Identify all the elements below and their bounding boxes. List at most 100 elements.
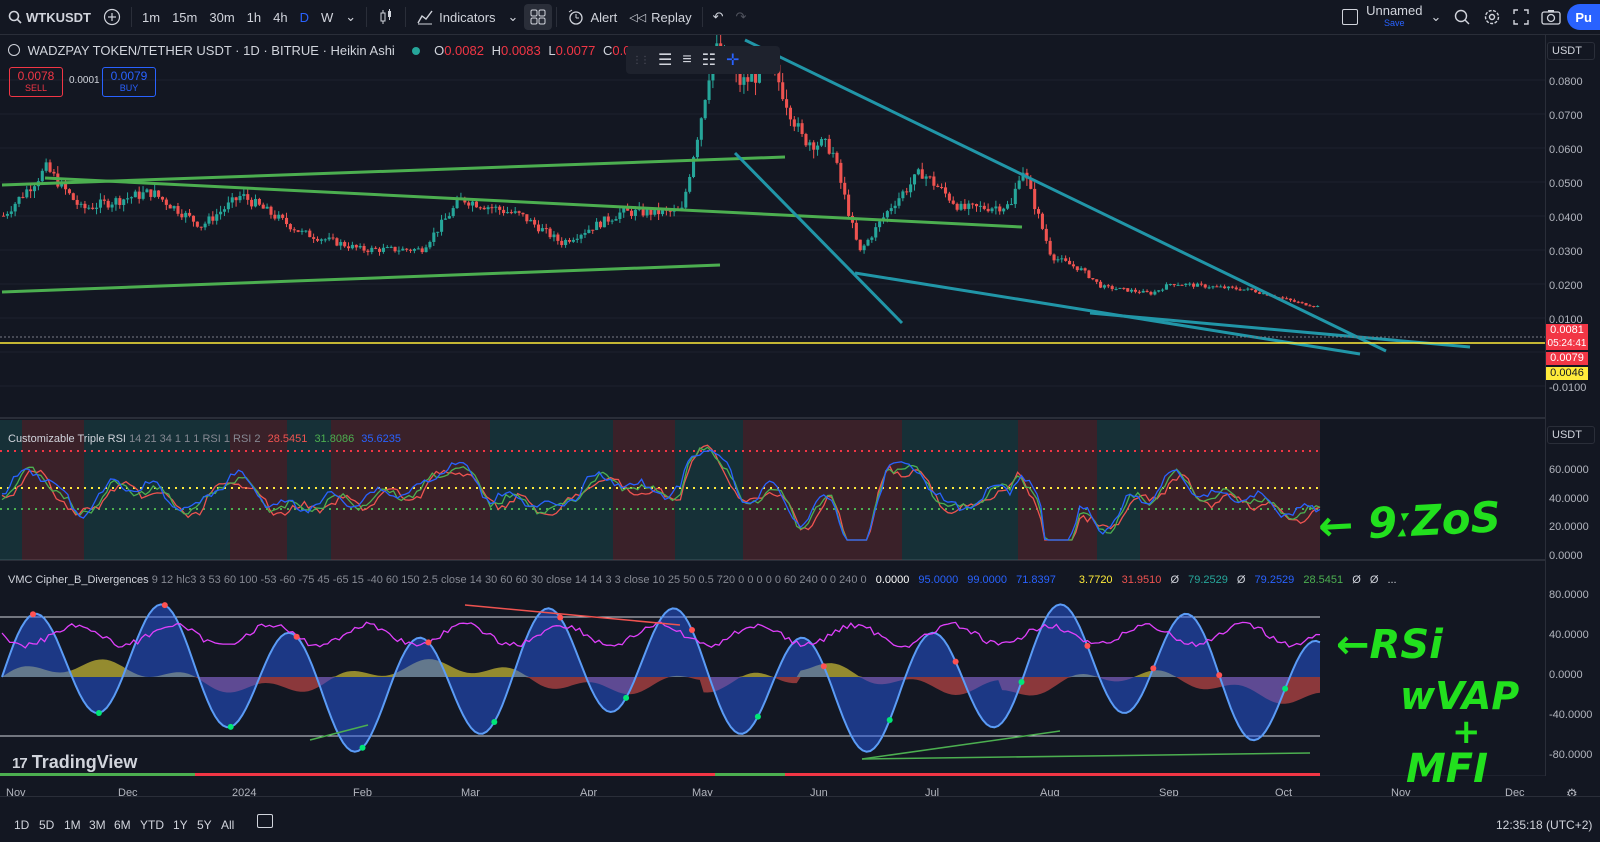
candle-body: [1130, 289, 1134, 292]
chart-canvas[interactable]: [0, 35, 1600, 776]
candle-body: [319, 239, 323, 241]
candle-body: [502, 209, 506, 214]
candle-body: [199, 226, 203, 228]
interval-1h[interactable]: 1h: [246, 9, 262, 25]
indicators-button[interactable]: Indicators: [410, 0, 501, 34]
alert-button[interactable]: Alert: [561, 0, 623, 34]
handwritten-note-vmc: wVAP: [1400, 674, 1520, 718]
rsi-background-band: [1118, 420, 1140, 560]
layout-button[interactable]: Unnamed Save ⌄: [1336, 0, 1447, 34]
redo-button[interactable]: ↷: [729, 0, 752, 34]
vmc-cross-dot: [1216, 672, 1223, 679]
candle-body: [688, 176, 692, 192]
buy-button[interactable]: 0.0079 BUY: [102, 67, 156, 97]
candle-body: [1099, 281, 1103, 288]
price-unit-button[interactable]: USDT: [1547, 42, 1595, 60]
crosshair-icon[interactable]: ✛: [726, 52, 740, 69]
price-label: 0.0100: [1549, 314, 1583, 326]
range-3m[interactable]: 3M: [89, 818, 106, 832]
candle-body: [265, 206, 269, 209]
interval-dropdown[interactable]: ⌄: [339, 0, 362, 34]
candle-body: [315, 238, 320, 241]
chart-menu-icon[interactable]: [8, 44, 20, 56]
chart-type-button[interactable]: [371, 0, 401, 34]
range-all[interactable]: All: [221, 818, 235, 832]
range-6m[interactable]: 6M: [114, 818, 131, 832]
rsi-unit-button[interactable]: USDT: [1547, 426, 1595, 444]
candle-body: [967, 203, 971, 209]
candle-body: [649, 209, 653, 215]
candle-body: [564, 239, 568, 246]
replay-button[interactable]: ◁◁ Replay: [623, 0, 697, 34]
vmc-value: ...: [1387, 574, 1397, 586]
interval-w[interactable]: W: [320, 9, 334, 25]
candle-body: [901, 191, 905, 199]
symbol-search[interactable]: WTKUSDT: [0, 0, 97, 34]
quick-search-button[interactable]: [1447, 0, 1477, 34]
compare-button[interactable]: [97, 0, 127, 34]
interval-30m[interactable]: 30m: [209, 9, 235, 25]
templates-button[interactable]: [524, 4, 553, 30]
rsi-axis-label: 60.0000: [1549, 464, 1589, 476]
candle-body: [808, 142, 812, 146]
range-1m[interactable]: 1M: [64, 818, 81, 832]
price-axis[interactable]: [1545, 35, 1600, 776]
vmc-cross-dot: [30, 611, 37, 618]
candle-body: [905, 191, 909, 193]
clock[interactable]: 12:35:18 (UTC+2): [1496, 818, 1593, 832]
series-title[interactable]: WADZPAY TOKEN/TETHER USDT · 1D · BITRUE …: [27, 43, 395, 58]
interval-15m[interactable]: 15m: [172, 9, 198, 25]
time-axis-settings-icon[interactable]: ⚙: [1566, 786, 1578, 801]
rsi-series-line: [1, 449, 1321, 541]
symbol-name: WTKUSDT: [26, 9, 91, 25]
candle-body: [1013, 188, 1017, 205]
watermark-text: TradingView: [31, 752, 138, 772]
candle-body: [831, 152, 835, 154]
interval-d[interactable]: D: [299, 9, 309, 25]
candle-body: [1288, 298, 1293, 301]
line-style-icon[interactable]: ≡: [682, 51, 692, 68]
interval-4h[interactable]: 4h: [273, 9, 288, 25]
candle-body: [261, 204, 265, 209]
plus-circle-icon: [103, 8, 121, 26]
text-settings-icon[interactable]: ☰: [658, 52, 673, 69]
range-5d[interactable]: 5D: [39, 818, 55, 832]
candle-body: [633, 209, 637, 216]
settings-button[interactable]: [1477, 0, 1507, 34]
range-ytd[interactable]: YTD: [140, 818, 164, 832]
candle-body: [529, 219, 533, 222]
candle-body: [595, 221, 599, 231]
rsi-title[interactable]: Customizable Triple RSI: [8, 433, 126, 445]
candle-body: [1021, 172, 1025, 181]
candle-body: [33, 186, 37, 192]
drag-handle-icon[interactable]: ⋮⋮: [632, 54, 650, 66]
sell-button[interactable]: 0.0078 SELL: [9, 67, 63, 97]
divergence-line: [861, 730, 1061, 760]
interval-1m[interactable]: 1m: [142, 9, 161, 25]
range-5y[interactable]: 5Y: [197, 818, 212, 832]
line-settings-icon[interactable]: ☷: [701, 52, 717, 69]
candle-body: [110, 204, 114, 208]
divider: [556, 7, 558, 27]
candle-body: [157, 190, 161, 197]
trend-bar: [0, 773, 195, 776]
undo-button[interactable]: ↶: [707, 0, 730, 34]
candle-body: [467, 202, 471, 206]
goto-date-icon[interactable]: [257, 814, 273, 828]
vmc-axis-label: 0.0000: [1549, 669, 1583, 681]
range-1y[interactable]: 1Y: [173, 818, 188, 832]
candle-body: [87, 207, 91, 209]
vmc-title[interactable]: VMC Cipher_B_Divergences: [8, 574, 149, 586]
snapshot-button[interactable]: [1535, 0, 1567, 34]
vmc-axis-label: -80.0000: [1549, 749, 1593, 761]
indicators-dropdown[interactable]: ⌄: [502, 0, 525, 34]
publish-button[interactable]: Pu: [1567, 4, 1600, 30]
fullscreen-button[interactable]: [1507, 0, 1535, 34]
candle-body: [870, 237, 874, 240]
vmc-mfi-area: [2, 677, 1320, 704]
candle-body: [339, 242, 343, 246]
candle-body: [378, 248, 382, 252]
candle-body: [1223, 286, 1227, 289]
range-1d[interactable]: 1D: [14, 818, 30, 832]
candle-body: [172, 206, 176, 209]
